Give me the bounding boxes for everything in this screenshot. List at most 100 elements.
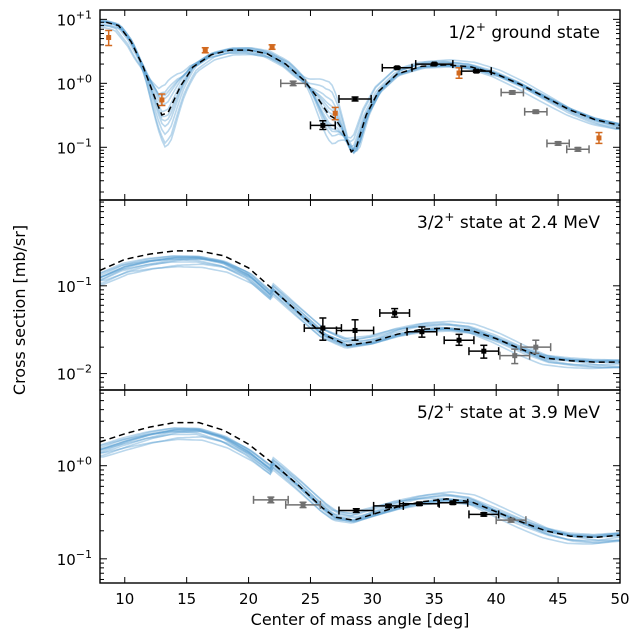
ensemble-curve bbox=[99, 438, 621, 542]
data-point-black bbox=[381, 63, 413, 72]
data-marker bbox=[332, 110, 338, 116]
data-point-black bbox=[309, 119, 336, 131]
data-marker bbox=[385, 503, 391, 509]
data-marker bbox=[269, 44, 275, 50]
data-marker bbox=[352, 96, 358, 102]
data-point-black bbox=[335, 319, 375, 341]
panel-label: 1/2+ ground state bbox=[449, 20, 600, 43]
panel-label-spin: 3/2 bbox=[417, 213, 444, 233]
panel-label-text: state at 3.9 MeV bbox=[454, 403, 600, 423]
data-point-black bbox=[379, 307, 411, 318]
x-tick-label: 45 bbox=[549, 590, 568, 608]
data-marker bbox=[394, 65, 400, 71]
data-point-black bbox=[437, 498, 469, 507]
ensemble-curve bbox=[99, 20, 621, 154]
ensemble-curve bbox=[99, 435, 621, 544]
ensemble-curve bbox=[99, 265, 621, 368]
x-tick-label: 25 bbox=[301, 590, 320, 608]
ensemble-curve bbox=[99, 24, 621, 154]
ensemble-curve bbox=[99, 427, 621, 538]
y-tick-exponent: −1 bbox=[76, 275, 92, 288]
y-tick-exponent: +0 bbox=[76, 455, 92, 468]
data-point-gray bbox=[520, 339, 552, 355]
data-marker bbox=[416, 501, 422, 507]
data-point-gray bbox=[566, 145, 590, 154]
panel-label: 3/2+ state at 2.4 MeV bbox=[417, 210, 600, 233]
ensemble-curve bbox=[99, 430, 621, 542]
y-tick-label: 10+0 bbox=[57, 72, 92, 93]
ensemble-curve bbox=[99, 428, 621, 537]
data-point-black bbox=[443, 333, 475, 347]
data-point-black bbox=[468, 344, 500, 359]
data-marker bbox=[473, 68, 479, 74]
data-marker bbox=[456, 70, 462, 76]
y-tick-label: 10+1 bbox=[57, 8, 92, 29]
y-tick-base: 10 bbox=[57, 278, 76, 296]
data-point-gray bbox=[500, 88, 525, 97]
ensemble-curve bbox=[99, 20, 621, 148]
x-tick-label: 30 bbox=[363, 590, 382, 608]
y-tick-label: 10−1 bbox=[57, 136, 92, 157]
y-axis-label: Cross section [mb/sr] bbox=[10, 225, 29, 395]
data-point-orange bbox=[268, 44, 276, 51]
data-marker bbox=[533, 344, 539, 350]
data-marker bbox=[392, 310, 398, 316]
y-tick-base: 10 bbox=[57, 11, 76, 29]
data-marker bbox=[159, 97, 165, 103]
ensemble-curve bbox=[99, 23, 621, 143]
data-marker bbox=[106, 35, 112, 41]
ensemble-curve bbox=[99, 21, 621, 153]
ensemble-curve bbox=[99, 258, 621, 366]
data-point-orange bbox=[105, 29, 113, 47]
ensemble-curve bbox=[99, 255, 621, 361]
y-tick-label: 10+0 bbox=[57, 455, 92, 476]
ensemble-curve bbox=[99, 433, 620, 543]
data-point-orange bbox=[158, 93, 166, 107]
x-tick-label: 40 bbox=[487, 590, 506, 608]
y-tick-exponent: +0 bbox=[76, 72, 92, 85]
data-marker bbox=[202, 47, 208, 53]
data-marker bbox=[575, 146, 581, 152]
data-marker bbox=[481, 348, 487, 354]
data-point-black bbox=[372, 501, 405, 510]
ensemble-curve bbox=[100, 19, 621, 152]
panel-3: 10+010−15/2+ state at 3.9 MeV bbox=[57, 389, 621, 584]
x-tick-label: 50 bbox=[610, 590, 629, 608]
data-point-gray bbox=[546, 139, 570, 148]
x-axis-label: Center of mass angle [deg] bbox=[251, 610, 470, 629]
data-point-black bbox=[338, 94, 372, 103]
panel-label-spin: 1/2 bbox=[449, 23, 476, 43]
y-tick-base: 10 bbox=[57, 75, 76, 93]
ensemble-curve bbox=[99, 255, 621, 363]
ensemble-curve bbox=[99, 260, 621, 369]
ensemble-curve bbox=[99, 427, 620, 536]
data-marker bbox=[320, 122, 326, 128]
data-point-gray bbox=[284, 500, 322, 509]
y-tick-label: 10−1 bbox=[57, 548, 92, 569]
data-marker bbox=[431, 61, 437, 67]
data-point-black bbox=[406, 326, 438, 338]
data-marker bbox=[450, 500, 456, 506]
data-marker bbox=[268, 497, 274, 503]
panel-label-text: ground state bbox=[486, 23, 600, 43]
y-tick-exponent: +1 bbox=[76, 8, 92, 21]
y-tick-exponent: −2 bbox=[76, 363, 92, 376]
y-tick-base: 10 bbox=[57, 551, 76, 569]
x-tick-label: 35 bbox=[425, 590, 444, 608]
data-point-orange bbox=[201, 46, 209, 54]
data-marker bbox=[456, 337, 462, 343]
data-marker bbox=[508, 517, 514, 523]
panel-label-spin: 5/2 bbox=[417, 403, 444, 423]
ensemble-curve bbox=[99, 24, 621, 151]
x-tick-label: 15 bbox=[177, 590, 196, 608]
data-marker bbox=[555, 140, 561, 146]
best-fit-dashed-curve bbox=[99, 421, 621, 539]
data-point-orange bbox=[595, 131, 603, 145]
panel-label-parity: + bbox=[444, 210, 454, 224]
panel-label-text: state at 2.4 MeV bbox=[454, 213, 600, 233]
panel-label-parity: + bbox=[444, 400, 454, 414]
data-marker bbox=[509, 89, 515, 95]
ensemble-curve bbox=[99, 427, 621, 537]
data-marker bbox=[512, 353, 518, 359]
y-tick-label: 10−2 bbox=[57, 363, 92, 384]
